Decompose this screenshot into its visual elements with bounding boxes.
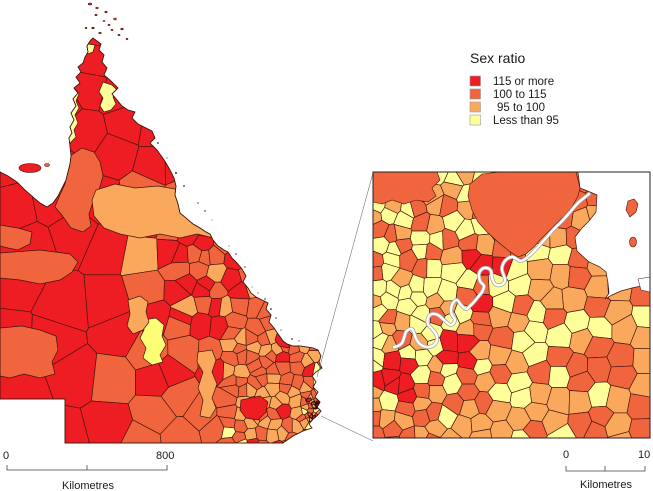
svg-text:10: 10 xyxy=(638,449,650,461)
svg-text:115 or more: 115 or more xyxy=(493,76,554,88)
svg-text:Less than 95: Less than 95 xyxy=(493,115,559,127)
svg-text:Kilometres: Kilometres xyxy=(62,480,114,491)
svg-text:100 to 115: 100 to 115 xyxy=(493,89,547,101)
svg-text:95 to 100: 95 to 100 xyxy=(497,102,545,114)
svg-text:Kilometres: Kilometres xyxy=(580,479,632,491)
svg-text:0: 0 xyxy=(3,450,9,462)
svg-text:0: 0 xyxy=(563,449,569,461)
svg-text:Sex ratio: Sex ratio xyxy=(470,50,525,66)
svg-text:800: 800 xyxy=(156,450,174,462)
